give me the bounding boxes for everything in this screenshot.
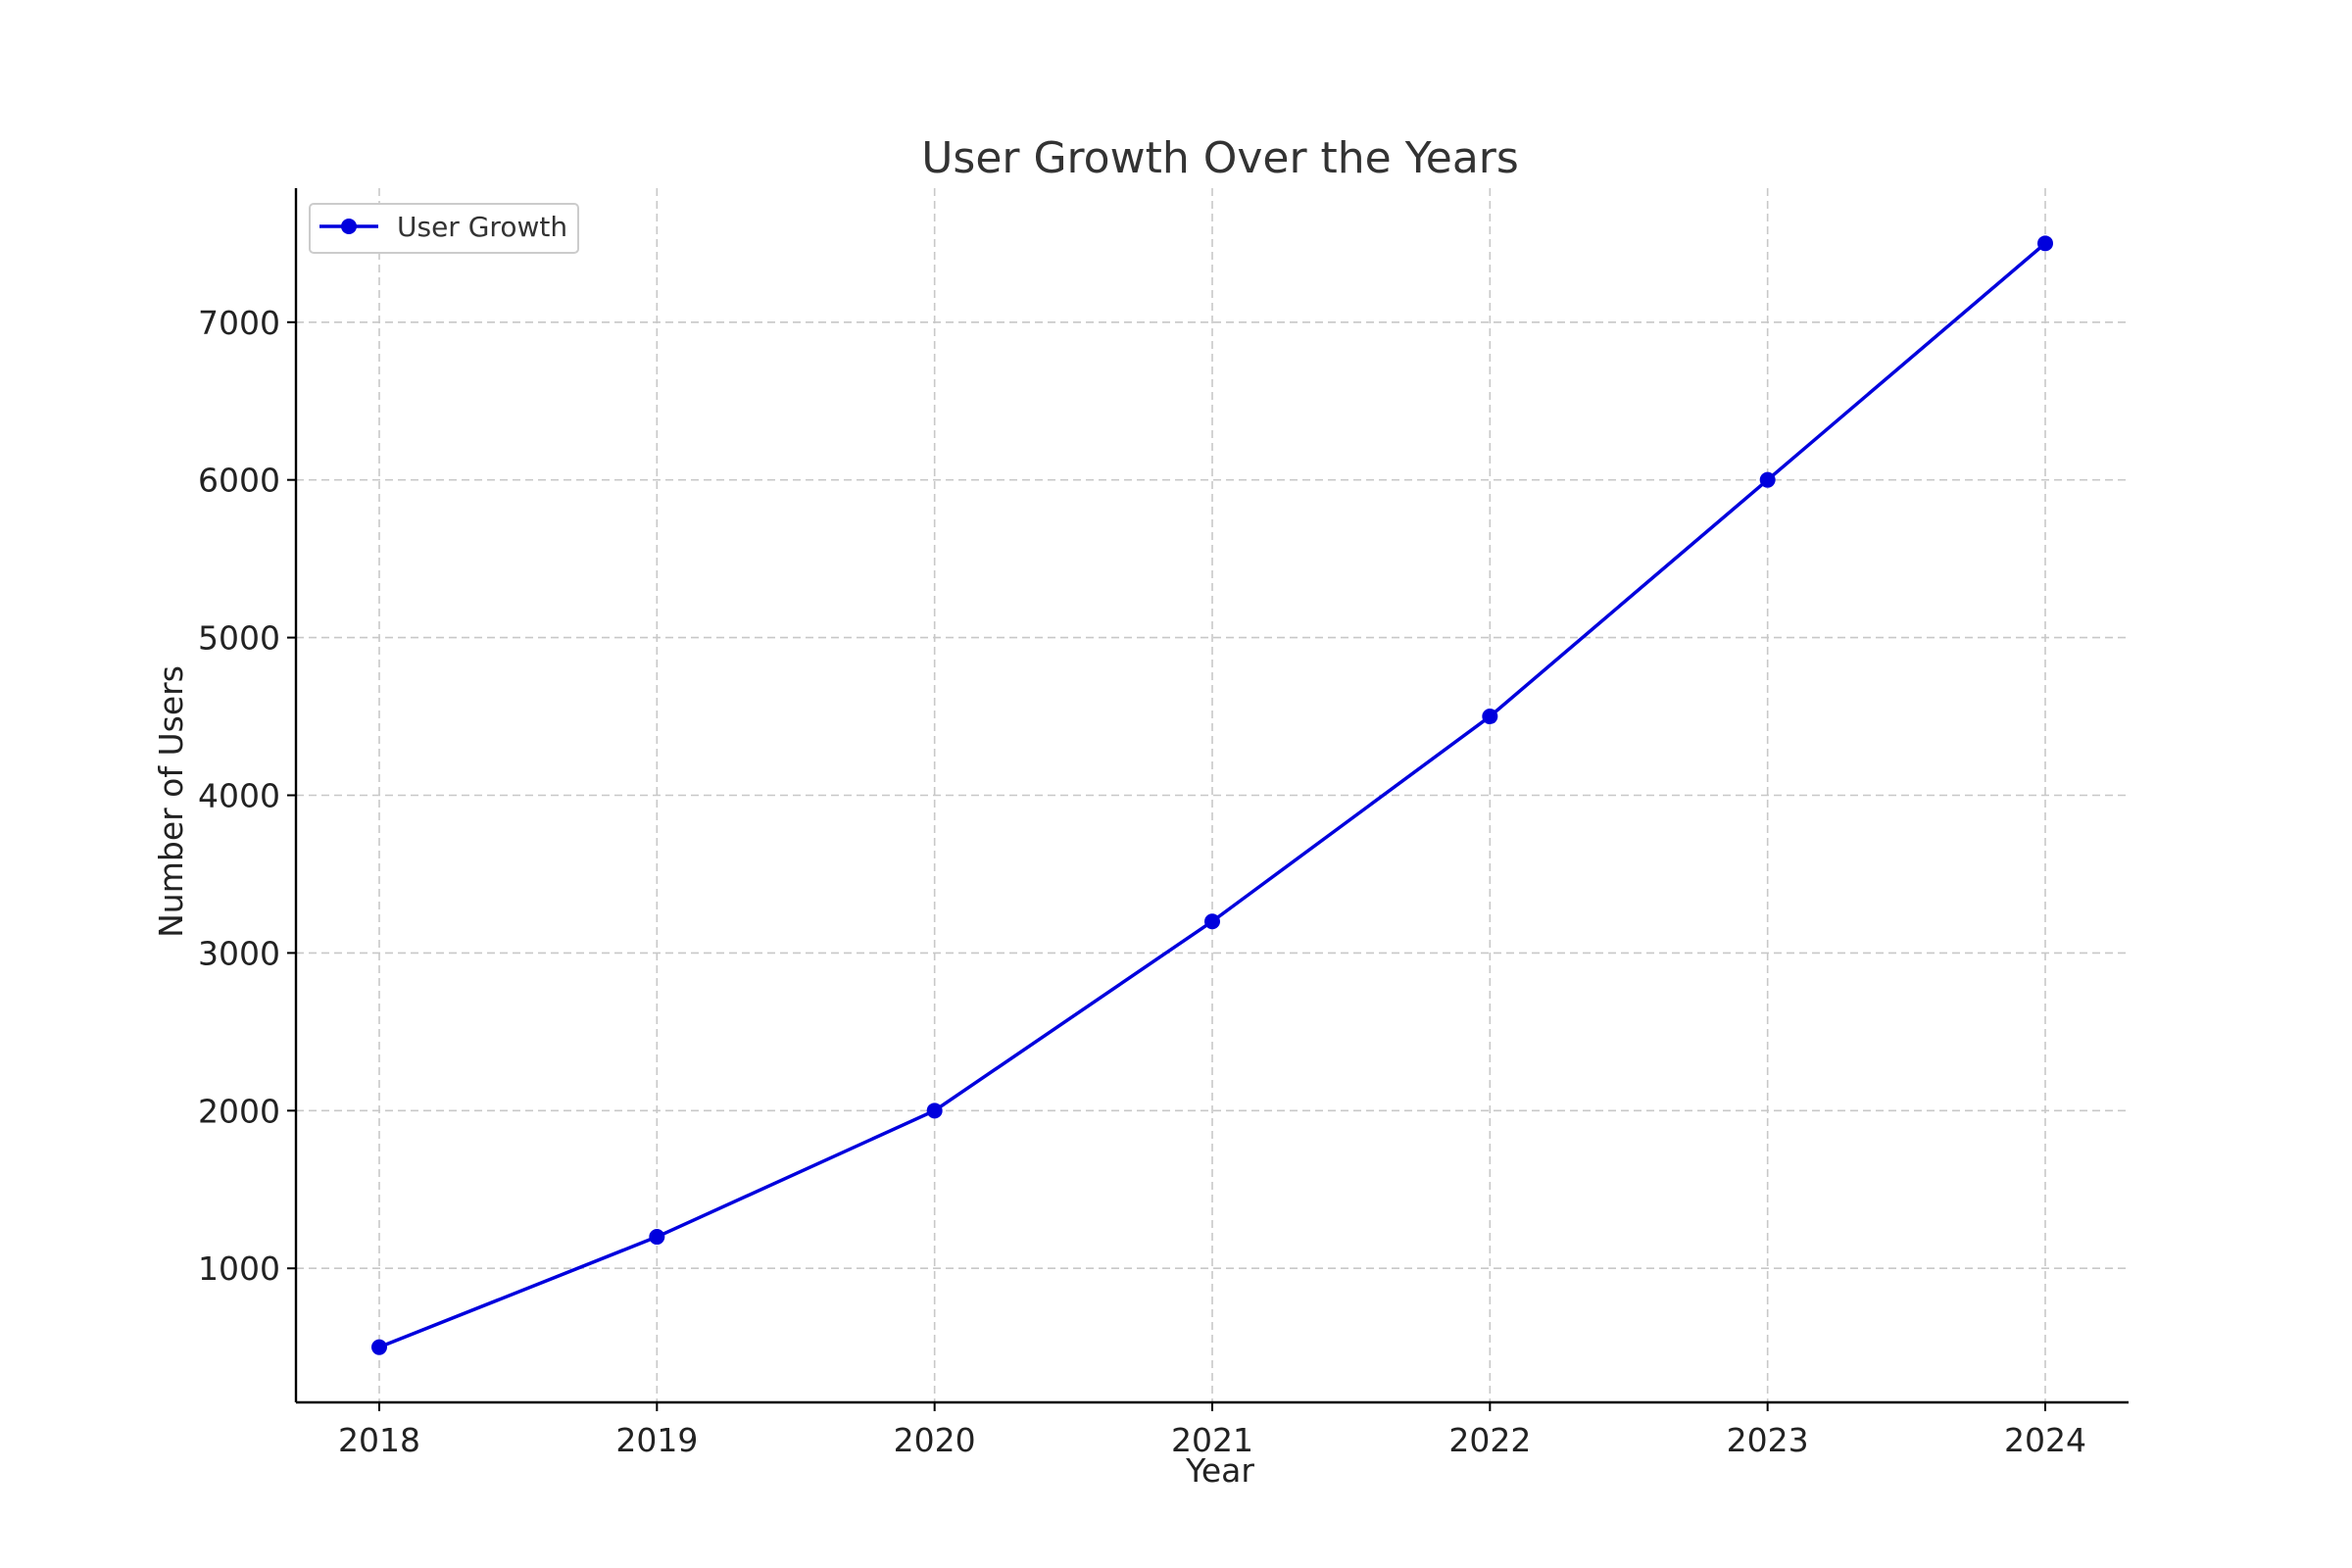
x-tick-label-2023: 2023 [1727,1421,1809,1459]
data-point-2022 [1482,709,1498,725]
x-tick-label-2021: 2021 [1171,1421,1253,1459]
gridlines [296,188,2129,1402]
legend-marker-swatch [341,219,357,234]
x-tick-label-2022: 2022 [1448,1421,1531,1459]
y-tick-label-7000: 7000 [198,304,280,342]
data-point-2024 [2037,235,2053,252]
series-layer [371,235,2053,1355]
y-tick-label-4000: 4000 [198,777,280,815]
data-point-2020 [926,1102,943,1119]
y-tick-label-6000: 6000 [198,462,280,500]
x-tick-label-2019: 2019 [615,1421,698,1459]
y-tick-label-3000: 3000 [198,934,280,972]
y-tick-label-5000: 5000 [198,619,280,658]
data-point-2018 [371,1339,387,1355]
data-point-2021 [1204,913,1220,930]
axes [287,188,2129,1411]
x-tick-label-2018: 2018 [338,1421,420,1459]
x-axis-label: Year [1185,1451,1254,1490]
y-tick-label-1000: 1000 [198,1250,280,1288]
y-axis-label: Number of Users [152,665,190,938]
y-tick-label-2000: 2000 [198,1092,280,1130]
data-point-2019 [649,1229,665,1246]
chart-title: User Growth Over the Years [921,133,1519,183]
x-tick-label-2020: 2020 [894,1421,976,1459]
tick-labels: 2018 2019 2020 2021 2022 2023 2024 1000 2000 3000… [198,304,2086,1459]
legend: User Growth [309,203,579,254]
data-point-2023 [1759,471,1776,488]
x-tick-label-2024: 2024 [2004,1421,2086,1459]
legend-entry-user-growth: User Growth [397,211,567,243]
legend-box [309,203,579,254]
